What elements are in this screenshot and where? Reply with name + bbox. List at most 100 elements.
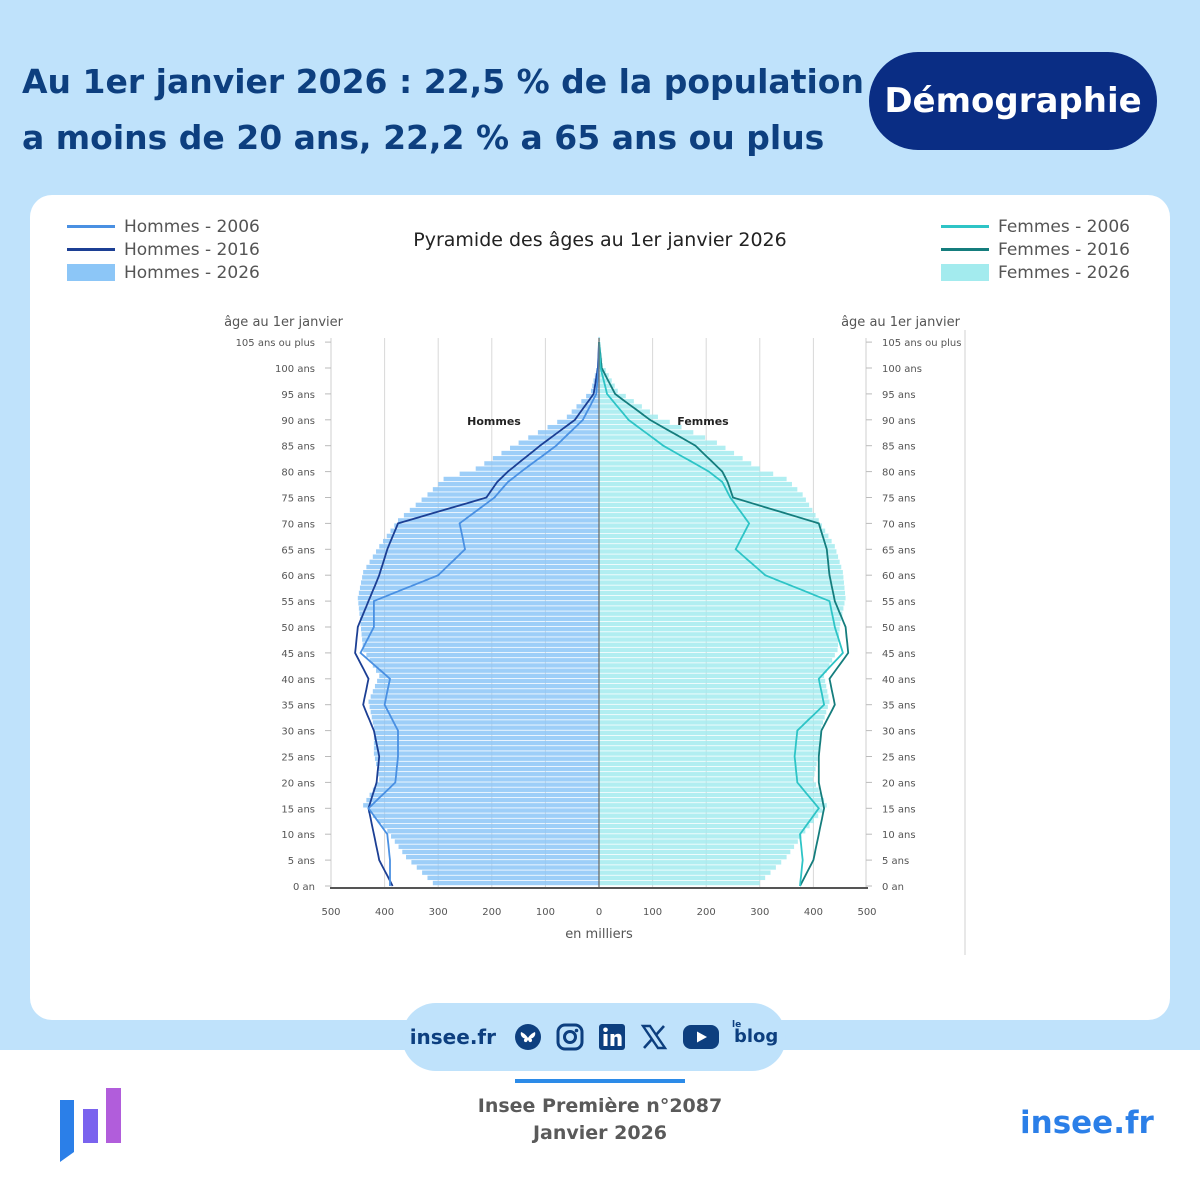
bar-right-age-88: [599, 424, 682, 430]
bar-left-age-34: [369, 704, 599, 710]
instagram-icon[interactable]: [556, 1023, 584, 1051]
bar-right-age-22: [599, 766, 816, 772]
bar-left-age-77: [438, 481, 599, 487]
blog-link[interactable]: le blog: [732, 1020, 778, 1046]
bar-right-age-55: [599, 595, 846, 601]
bar-right-age-49: [599, 627, 840, 632]
age-tick-label-left: 20 ans: [281, 778, 315, 789]
age-tick-label-right: 15 ans: [882, 804, 916, 815]
x-tick-label: 200: [482, 907, 501, 918]
age-tick-label-left: 85 ans: [281, 442, 315, 453]
bar-left-age-56: [358, 590, 599, 596]
age-tick-label-left: 65 ans: [281, 545, 315, 556]
bar-left-age-0: [432, 880, 599, 886]
bar-left-age-74: [421, 497, 599, 502]
bar-left-age-29: [373, 730, 599, 735]
line-men_2016: [354, 342, 600, 887]
bar-left-age-90: [566, 414, 599, 420]
bar-right-age-71: [599, 513, 816, 518]
footer-site-link[interactable]: insee.fr: [1020, 1105, 1154, 1141]
bar-right-age-42: [599, 663, 830, 668]
bar-left-age-2: [422, 870, 599, 875]
x-icon[interactable]: [640, 1023, 668, 1051]
bar-right-age-2: [599, 870, 771, 875]
bar-right-age-13: [599, 813, 819, 818]
bar-right-age-8: [599, 839, 798, 844]
bar-left-age-10: [387, 829, 599, 834]
legend-label-women-2016: Femmes - 2016: [998, 239, 1130, 260]
bar-left-age-71: [403, 513, 599, 518]
social-site-link[interactable]: insee.fr: [409, 1025, 496, 1049]
y-axis-label-left: âge au 1er janvier: [224, 315, 344, 330]
bar-right-age-96: [599, 383, 615, 388]
pyramid-chart: 0 an 0 an 5 ans 5 ans 10 ans 10 ans 15 ans 15 a…: [224, 315, 966, 955]
age-tick-label-left: 70 ans: [281, 519, 315, 530]
bar-right-age-45: [599, 647, 838, 653]
bar-left-age-31: [372, 720, 599, 725]
x-tick-label: 300: [429, 907, 448, 918]
bar-right-age-43: [599, 658, 833, 663]
bluesky-icon[interactable]: [514, 1023, 542, 1051]
age-tick-label-right: 35 ans: [882, 701, 916, 712]
legend-item-men-2016: Hommes - 2016: [67, 238, 260, 261]
publication-rule: [515, 1079, 685, 1083]
age-tick-label-right: 100 ans: [882, 364, 922, 375]
legend-item-men-2026: Hommes - 2026: [67, 261, 260, 284]
age-tick-label-right: 95 ans: [882, 390, 916, 401]
y-axis-label-right: âge au 1er janvier: [841, 315, 961, 330]
bar-left-age-79: [459, 471, 599, 476]
bar-right-age-44: [599, 652, 835, 658]
publication-info: Insee Première n°2087 Janvier 2026: [400, 1093, 800, 1147]
bar-left-age-66: [382, 538, 599, 544]
bar-left-age-38: [374, 683, 599, 689]
bar-left-age-63: [372, 554, 599, 559]
bar-left-age-53: [358, 606, 599, 611]
bar-right-age-59: [599, 575, 844, 580]
insee-logo-icon: [60, 1088, 121, 1162]
bar-left-age-54: [358, 601, 599, 606]
bar-right-age-21: [599, 772, 815, 777]
age-tick-label-left: 40 ans: [281, 675, 315, 686]
bar-right-age-37: [599, 689, 828, 694]
bar-right-age-68: [599, 528, 826, 533]
x-tick-label: 400: [375, 907, 394, 918]
x-tick-label: 100: [643, 907, 662, 918]
bar-left-age-69: [394, 523, 599, 528]
bar-right-age-4: [599, 860, 782, 865]
bar-right-age-90: [599, 414, 658, 420]
legend-item-men-2006: Hommes - 2006: [67, 215, 260, 238]
bar-left-age-88: [547, 424, 599, 430]
bar-right-age-35: [599, 699, 830, 704]
bar-left-age-51: [359, 616, 599, 622]
youtube-icon[interactable]: [682, 1023, 720, 1051]
bar-left-age-70: [398, 518, 599, 523]
age-tick-label-left: 55 ans: [281, 597, 315, 608]
bar-right-age-11: [599, 823, 810, 829]
bar-right-age-65: [599, 544, 835, 549]
bar-left-age-73: [415, 502, 599, 508]
age-tick-label-left: 105 ans ou plus: [236, 338, 315, 349]
bar-left-age-44: [366, 652, 599, 658]
bar-right-age-61: [599, 564, 842, 570]
annotation-hommes: Hommes: [467, 415, 521, 428]
legend-label-men-2016: Hommes - 2016: [124, 239, 260, 260]
bar-left-age-78: [443, 476, 599, 482]
bar-right-age-62: [599, 559, 840, 565]
bar-left-age-92: [576, 404, 599, 409]
bar-left-age-28: [373, 735, 599, 741]
x-tick-label: 500: [857, 907, 876, 918]
bar-right-age-60: [599, 570, 843, 575]
bar-left-age-65: [379, 544, 599, 549]
bar-left-age-62: [369, 559, 599, 565]
bar-right-age-28: [599, 735, 821, 741]
bar-left-age-14: [367, 808, 599, 813]
linkedin-icon[interactable]: [598, 1023, 626, 1051]
legend-swatch-men-2006: [67, 225, 115, 228]
age-tick-label-left: 15 ans: [281, 804, 315, 815]
bar-left-age-39: [377, 678, 599, 684]
bar-right-age-46: [599, 642, 839, 647]
legend-swatch-women-2006: [941, 225, 989, 228]
bar-right-age-91: [599, 409, 650, 414]
bar-left-age-23: [376, 761, 599, 767]
bar-left-age-45: [363, 647, 599, 653]
